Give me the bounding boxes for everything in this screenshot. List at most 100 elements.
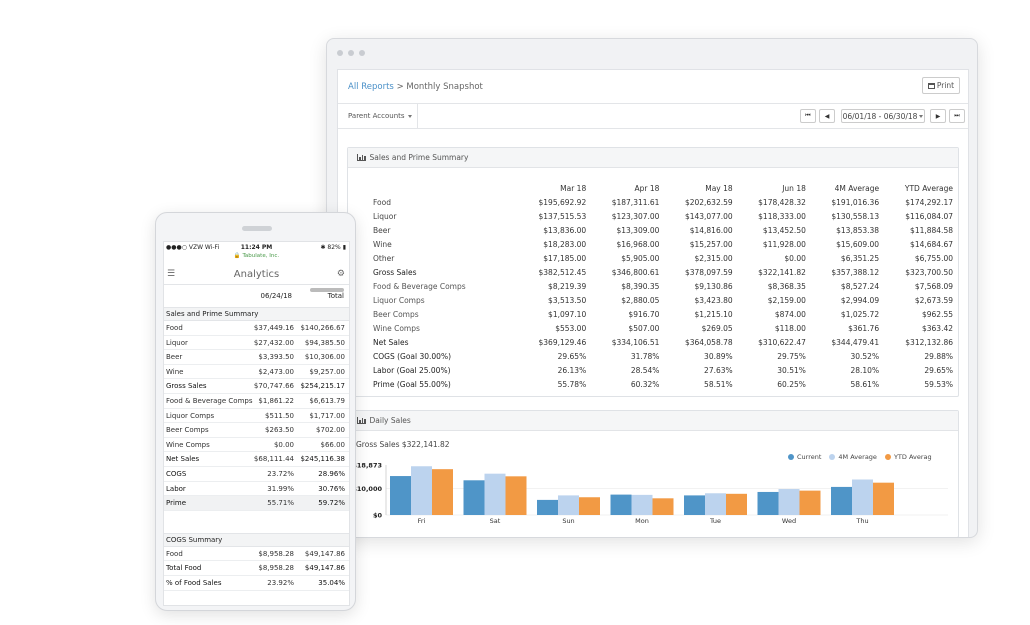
bar-4m-average[interactable] (558, 495, 579, 515)
bar-4m-average[interactable] (778, 489, 800, 515)
bar-ytd-averag[interactable] (726, 493, 747, 515)
status-carrier: ●●●○ VZW Wi-Fi (166, 244, 219, 251)
next-period-button[interactable]: ▶ (930, 109, 946, 123)
summary-cell: $191,016.36 (831, 197, 880, 207)
url-domain: Tabulate, Inc. (242, 253, 280, 259)
bar-current[interactable] (390, 476, 411, 515)
summary-cell: $6,755.00 (914, 253, 953, 263)
bar-ytd-averag[interactable] (432, 469, 453, 515)
summary-cell: $187,311.61 (611, 197, 660, 207)
bar-ytd-averag[interactable] (652, 498, 674, 515)
bar-ytd-averag[interactable] (579, 497, 600, 515)
desktop-window: All Reports > Monthly Snapshot Print Par… (326, 38, 978, 538)
summary-cell: 29.75% (777, 351, 806, 361)
first-period-button[interactable]: ⏮ (800, 109, 816, 123)
legend-item: 4M Average (829, 453, 877, 461)
summary-cell: $17,185.00 (543, 253, 587, 263)
summary-cell: $363.42 (921, 323, 953, 333)
phone-row: Liquor $27,432.00 $94,385.50 (164, 336, 349, 351)
hamburger-menu-icon[interactable]: ☰ (167, 269, 176, 279)
phone-row-label: Net Sales (166, 455, 200, 464)
summary-cell: $6,351.25 (840, 253, 880, 263)
url-bar[interactable]: 🔒 Tabulate, Inc. (164, 253, 349, 259)
summary-cell: $130,558.13 (831, 211, 880, 221)
summary-cell: $137,515.53 (538, 211, 587, 221)
phone-section-title: Sales and Prime Summary (164, 307, 349, 321)
previous-period-button[interactable]: ◀ (819, 109, 835, 123)
page-title: Analytics (233, 269, 280, 280)
summary-row-label: Prime (Goal 55.00%) (373, 379, 451, 389)
phone-row-value: $27,432.00 (253, 338, 294, 347)
bar-4m-average[interactable] (411, 466, 432, 515)
summary-cell: $507.00 (628, 323, 660, 333)
summary-column-header: Mar 18 (560, 184, 587, 193)
summary-cell: $118.00 (774, 323, 806, 333)
window-dots (337, 50, 365, 56)
phone-row-value: $511.50 (265, 411, 294, 420)
summary-cell: $8,368.35 (767, 281, 806, 291)
phone-row-value: 35.04% (318, 578, 345, 587)
phone-screen: 11:24 PM ●●●○ VZW Wi-Fi ✱ 82% ▮ 🔒 Tabula… (163, 241, 350, 606)
phone-row-value: $94,385.50 (304, 338, 345, 347)
phone-row-value: $6,613.79 (309, 396, 345, 405)
battery-label: 82% (327, 244, 341, 251)
bar-4m-average[interactable] (705, 493, 726, 515)
bar-current[interactable] (831, 486, 852, 515)
summary-cell: $178,428.32 (758, 197, 806, 207)
bar-ytd-averag[interactable] (873, 482, 894, 515)
phone-row-label: Wine (166, 367, 184, 376)
summary-row-label: Wine (373, 239, 392, 249)
x-tick-label: Sun (562, 517, 574, 525)
panel-title: Sales and Prime Summary (369, 153, 469, 162)
summary-cell: $9,130.86 (694, 281, 733, 291)
summary-cell: $382,512.45 (538, 267, 587, 277)
summary-row-label: Beer Comps (373, 309, 419, 319)
bar-4m-average[interactable] (852, 479, 873, 515)
y-tick-label: $10,000 (352, 485, 382, 493)
phone-row-value: $1,861.22 (258, 396, 294, 405)
summary-cell: 55.78% (557, 379, 587, 389)
bar-4m-average[interactable] (484, 473, 506, 515)
summary-cell: 58.51% (704, 379, 733, 389)
bar-ytd-averag[interactable] (505, 476, 527, 515)
bar-4m-average[interactable] (631, 494, 653, 515)
summary-row: Wine Comps $553.00 $507.00 $269.05 $118.00 $3… (373, 321, 953, 335)
parent-accounts-dropdown[interactable]: Parent Accounts (338, 104, 418, 128)
print-button[interactable]: Print (922, 77, 960, 94)
summary-cell: $322,141.82 (758, 267, 806, 277)
phone-row-label: Prime (166, 499, 187, 508)
summary-cell: $323,700.50 (905, 267, 953, 277)
summary-cell: $2,315.00 (694, 253, 733, 263)
summary-cell: $18,283.00 (543, 239, 587, 249)
x-tick-label: Fri (418, 517, 426, 525)
bar-current[interactable] (757, 491, 779, 515)
gross-sales-label: Gross Sales $322,141.82 (356, 440, 450, 449)
phone-row-label: Liquor (166, 338, 188, 347)
bar-current[interactable] (537, 499, 558, 515)
bar-chart-icon (357, 154, 366, 161)
summary-cell: $364,058.78 (684, 337, 733, 347)
panel-header: Daily Sales (348, 411, 958, 431)
summary-header-row: Mar 18 Apr 18 May 18 Jun 18 4M Average YTD Av… (373, 182, 953, 195)
phone-row-value: 59.72% (318, 499, 345, 508)
bar-chart-icon (357, 417, 366, 424)
summary-cell: 29.65% (557, 351, 587, 361)
breadcrumb-all-reports-link[interactable]: All Reports (348, 82, 394, 92)
date-range-picker[interactable]: 06/01/18 - 06/30/18 (841, 109, 925, 123)
phone-row-label: Food (166, 549, 183, 558)
bluetooth-icon: ✱ (320, 244, 328, 251)
summary-row-label: Other (373, 253, 395, 263)
last-period-button[interactable]: ⏭ (949, 109, 965, 123)
status-time: 11:24 PM (240, 244, 273, 251)
phone-row: Wine $2,473.00 $9,257.00 (164, 365, 349, 380)
window-dot (348, 50, 354, 56)
summary-cell: $346,800.61 (611, 267, 660, 277)
bar-current[interactable] (610, 494, 632, 515)
bar-current[interactable] (684, 495, 705, 515)
filter-icon[interactable]: ⚙ (336, 269, 345, 279)
legend-item: YTD Averag (884, 453, 932, 461)
bar-ytd-averag[interactable] (799, 490, 821, 515)
summary-row: Food $195,692.92 $187,311.61 $202,632.59 $17… (373, 195, 953, 209)
summary-cell: $5,905.00 (621, 253, 660, 263)
bar-current[interactable] (463, 480, 485, 515)
